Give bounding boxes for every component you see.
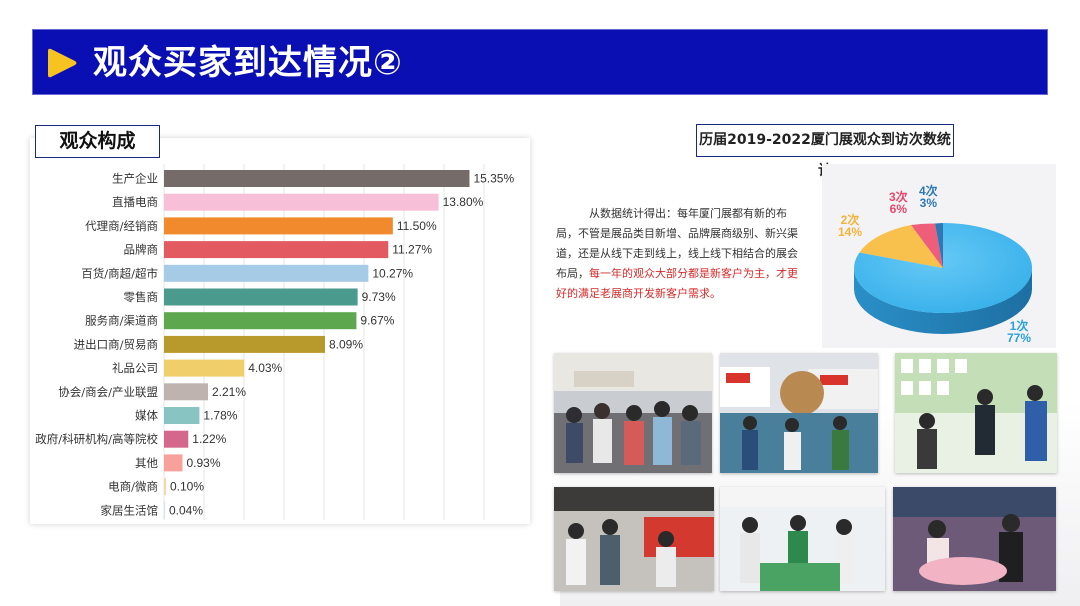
value-label: 9.67% <box>360 314 394 328</box>
bar <box>164 312 357 330</box>
exhibition-crowd-photo-1 <box>554 353 712 473</box>
exhibition-booth-photo-2 <box>720 353 878 473</box>
category-label: 进出口商/贸易商 <box>74 337 158 351</box>
exhibition-crowd-photo-4 <box>554 487 714 591</box>
category-label: 媒体 <box>135 409 158 423</box>
pie-slice-2x <box>859 225 943 268</box>
visit-description: 从数据统计得出：每年厦门展都有新的布局，不管是展品类目新增、品牌展商级别、新兴渠… <box>556 204 808 304</box>
category-label: 服务商/渠道商 <box>85 314 158 328</box>
bar <box>164 170 470 187</box>
category-label: 其他 <box>135 456 158 470</box>
visit-count-pie-panel <box>822 164 1056 348</box>
value-label: 15.35% <box>473 172 514 186</box>
bar <box>164 264 369 282</box>
category-label: 礼品公司 <box>112 361 158 375</box>
value-label: 4.03% <box>248 361 282 375</box>
audience-composition-bar-chart: 生产企业 15.35% 直播电商 13.80% 代理商/经销商 11.50% 品牌商 11.2… <box>35 164 514 520</box>
category-label: 百货/商超/超市 <box>81 266 158 280</box>
exhibition-booth-photo-5 <box>720 487 885 591</box>
pie-label-2x: 2次 14% <box>838 213 863 239</box>
category-label: 直播电商 <box>112 195 158 209</box>
bar <box>164 430 189 448</box>
description-plain-text: 从数据统计得出：每年厦门展都有新的布局，不管是展品类目新增、品牌展商级别、新兴渠… <box>556 207 798 280</box>
exhibition-booth-photo-3 <box>895 353 1057 473</box>
value-label: 13.80% <box>443 195 484 209</box>
bar <box>164 359 245 377</box>
visit-count-pie-chart <box>854 223 1033 334</box>
bar <box>164 241 389 259</box>
bar <box>164 335 325 353</box>
visit-count-chart-tag: 历届2019-2022厦门展观众到访次数统计 <box>696 124 954 179</box>
bar <box>164 383 208 401</box>
play-triangle-icon <box>48 48 77 78</box>
category-label: 零售商 <box>124 290 159 304</box>
category-label: 政府/科研机构/高等院校 <box>35 432 158 446</box>
value-label: 2.21% <box>212 385 246 399</box>
value-label: 0.93% <box>187 456 221 470</box>
pie-label-4x: 4次 3% <box>919 184 938 210</box>
pie-side-1x <box>854 268 1032 334</box>
category-label: 代理商/经销商 <box>85 219 158 233</box>
value-label: 10.27% <box>372 266 413 280</box>
pie-slice-3x <box>911 223 943 268</box>
bar <box>164 501 165 519</box>
composition-chart-tag: 观众构成 <box>35 125 160 158</box>
value-label: 1.22% <box>192 432 226 446</box>
bar <box>164 478 166 496</box>
pie-slice-4x <box>935 223 943 268</box>
value-label: 8.09% <box>329 337 363 351</box>
category-label: 电商/微商 <box>108 480 158 494</box>
description-highlight-text: 每一年的观众大部分都是新客户为主，才更好的满足老展商开发新客户需求。 <box>556 267 798 300</box>
category-label: 家居生活馆 <box>101 503 159 517</box>
pie-slice-1x <box>854 223 1033 313</box>
value-label: 0.10% <box>170 480 204 494</box>
page-title: 观众买家到达情况② <box>93 43 403 83</box>
bar <box>164 217 393 235</box>
bar <box>164 454 183 472</box>
value-label: 11.27% <box>392 243 432 257</box>
value-label: 1.78% <box>203 409 237 423</box>
exhibition-booth-photo-6 <box>893 487 1056 591</box>
bar <box>164 407 200 424</box>
category-label: 品牌商 <box>124 243 159 257</box>
category-label: 生产企业 <box>112 172 158 186</box>
category-label: 协会/商会/产业联盟 <box>58 385 158 399</box>
bar <box>164 193 439 211</box>
value-label: 9.73% <box>362 290 396 304</box>
title-bar: 观众买家到达情况② <box>32 29 1048 95</box>
bar <box>164 288 358 306</box>
pie-label-3x: 3次 6% <box>889 190 908 216</box>
pie-label-1x: 1次 77% <box>1007 319 1032 345</box>
value-label: 0.04% <box>169 503 203 517</box>
value-label: 11.50% <box>397 219 437 233</box>
